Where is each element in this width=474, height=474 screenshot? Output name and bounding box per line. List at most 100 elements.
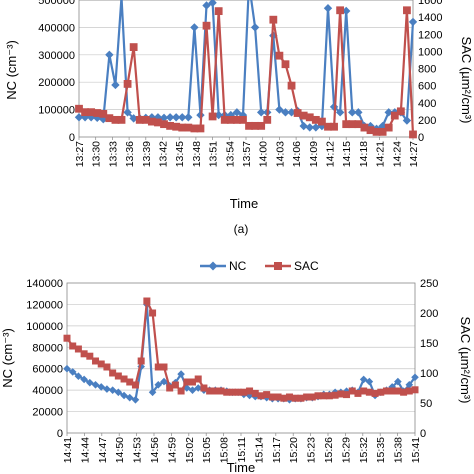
chart-panel-b: NC SAC 0 20000 40000 60000 80000 100000 120000… <box>0 259 473 474</box>
sac-point <box>81 108 89 117</box>
legend-sac-marker <box>274 262 282 270</box>
nc-point <box>183 384 191 392</box>
sac-point <box>228 388 236 396</box>
sac-point <box>293 109 302 117</box>
y2-tick-label: 250 <box>420 278 438 290</box>
nc-point <box>123 108 132 117</box>
x-tick-label: 14:47 <box>97 437 109 463</box>
sac-point <box>114 372 122 380</box>
legend: NC SAC <box>200 259 319 273</box>
sac-point <box>257 392 265 400</box>
y2-tick-label: 200 <box>420 308 438 320</box>
sac-point <box>251 121 260 130</box>
sac-point <box>388 387 396 395</box>
nc-point <box>177 370 185 378</box>
nc-point <box>120 0 123 2</box>
sac-point <box>220 115 229 124</box>
sac-point <box>331 391 339 399</box>
nc-point <box>250 23 260 32</box>
sac-point <box>354 389 362 397</box>
nc-point <box>114 388 123 397</box>
sac-point <box>234 388 242 396</box>
sac-point <box>120 375 128 383</box>
sac-point <box>160 363 168 371</box>
sac-point <box>343 391 351 399</box>
nc-point <box>137 362 145 371</box>
legend-nc-marker <box>208 261 218 271</box>
sac-point <box>93 109 102 117</box>
x-tick-label: 14:50 <box>114 437 126 463</box>
series-layer <box>63 297 419 404</box>
nc-point <box>402 116 412 125</box>
sac-point <box>126 378 134 386</box>
sac-point <box>200 384 208 392</box>
sac-point <box>275 51 284 60</box>
x-tick-label: 15:29 <box>340 437 352 463</box>
nc-point <box>91 380 100 389</box>
sac-point <box>297 394 305 402</box>
y2-tick-label: 1600 <box>418 0 442 7</box>
sac-point <box>405 387 413 395</box>
y-axis-right-label: SAC (µm²/cm³) <box>459 37 474 124</box>
sac-point <box>394 387 402 395</box>
nc-point <box>97 383 106 391</box>
y2-tick-label: 400 <box>418 98 436 110</box>
nc-point <box>359 375 368 384</box>
sac-point <box>245 121 253 130</box>
x-tick-label: 15:02 <box>184 437 196 463</box>
sac-point <box>196 124 205 133</box>
nc-point <box>311 123 321 132</box>
nc-point <box>202 1 211 10</box>
x-tick-label: 13:57 <box>241 141 253 167</box>
sac-point <box>257 121 266 130</box>
nc-point <box>394 377 402 386</box>
sac-point <box>129 43 138 51</box>
sac-point <box>318 117 326 126</box>
sac-point <box>214 7 223 16</box>
sac-point <box>348 120 357 129</box>
x-axis-ticks: 13:27 13:30 13:33 13:36 13:39 13:42 13:45 13:48… <box>74 137 420 167</box>
sac-point <box>143 297 151 305</box>
y-tick-label: 20000 <box>32 407 63 419</box>
sac-point <box>141 115 150 124</box>
sac-point <box>92 357 100 365</box>
y-axis-right-ticks: 0 200 400 600 800 1000 1200 1400 1600 <box>418 0 442 144</box>
nc-point <box>335 108 345 117</box>
sac-point <box>384 123 393 132</box>
nc-point <box>111 80 120 90</box>
nc-point <box>411 373 419 382</box>
sac-point <box>274 393 282 401</box>
x-tick-label: 13:39 <box>141 141 153 167</box>
y2-tick-label: 100 <box>420 368 438 380</box>
sac-point <box>337 390 345 398</box>
nc-point <box>160 377 168 386</box>
nc-point <box>184 113 193 122</box>
sac-point <box>396 107 405 116</box>
x-tick-label: 15:41 <box>410 437 422 463</box>
sac-point <box>299 111 308 120</box>
sac-point <box>232 115 241 124</box>
y2-tick-label: 200 <box>418 115 436 127</box>
sac-point <box>409 130 417 139</box>
x-tick-label: 15:23 <box>306 437 318 463</box>
sac-point <box>285 393 293 401</box>
sac-point <box>99 109 108 118</box>
x-tick-label: 14:06 <box>291 141 303 167</box>
nc-point <box>232 108 242 117</box>
sac-point <box>311 115 320 124</box>
y-tick-label: 500000 <box>38 0 75 7</box>
nc-point <box>214 110 223 120</box>
sac-point <box>80 350 88 358</box>
sac-point <box>246 387 254 395</box>
sac-point <box>63 334 71 342</box>
sac-point <box>177 387 185 395</box>
x-tick-label: 14:09 <box>308 141 320 167</box>
x-tick-label: 15:32 <box>358 437 370 463</box>
sac-point <box>149 309 157 317</box>
y-tick-label: 0 <box>69 132 75 144</box>
x-axis-label: Time <box>230 196 258 211</box>
nc-point <box>208 0 217 7</box>
y-tick-label: 40000 <box>32 385 63 397</box>
x-tick-label: 15:17 <box>271 437 283 463</box>
x-tick-label: 15:26 <box>323 437 335 463</box>
